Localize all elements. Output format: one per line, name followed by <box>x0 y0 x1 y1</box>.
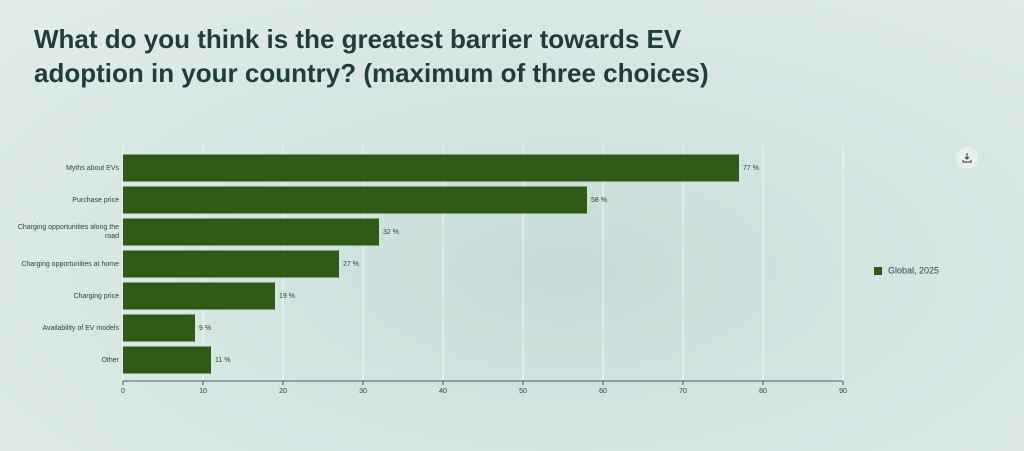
bar <box>123 218 379 246</box>
y-tick-label: Other <box>101 356 119 364</box>
y-tick-label: Charging opportunities along the road <box>17 224 119 240</box>
y-tick-label: Purchase price <box>72 196 119 204</box>
x-tick-label: 80 <box>759 388 767 395</box>
y-tick-label: Charging price <box>73 292 119 300</box>
x-tick-label: 10 <box>199 388 207 395</box>
value-label: 27 % <box>343 261 359 268</box>
x-tick-label: 40 <box>439 388 447 395</box>
legend-label: Global, 2025 <box>888 265 939 275</box>
x-tick-label: 20 <box>279 388 287 395</box>
x-tick-label: 30 <box>359 388 367 395</box>
x-tick-label: 90 <box>839 388 847 395</box>
x-tick-label: 50 <box>519 388 527 395</box>
x-tick-label: 0 <box>121 388 125 395</box>
bar <box>123 154 739 182</box>
x-tick-label: 70 <box>679 388 687 395</box>
y-tick-label: Availability of EV models <box>42 324 119 332</box>
y-tick-label: Myths about EVs <box>66 164 119 172</box>
value-label: 58 % <box>591 197 607 204</box>
value-label: 77 % <box>743 165 759 172</box>
bar <box>123 186 587 214</box>
bar <box>123 250 339 278</box>
bar <box>123 346 211 374</box>
value-label: 9 % <box>199 325 211 332</box>
bar <box>123 282 275 310</box>
x-tick-label: 60 <box>599 388 607 395</box>
download-icon[interactable] <box>962 153 972 163</box>
legend-swatch <box>874 267 882 275</box>
value-label: 32 % <box>383 229 399 236</box>
y-tick-label: Charging opportunities at home <box>21 260 119 268</box>
chart-title: What do you think is the greatest barrie… <box>34 24 709 88</box>
bar <box>123 314 195 342</box>
value-label: 11 % <box>215 357 230 364</box>
download-button[interactable] <box>956 147 978 169</box>
value-label: 19 % <box>279 293 295 300</box>
